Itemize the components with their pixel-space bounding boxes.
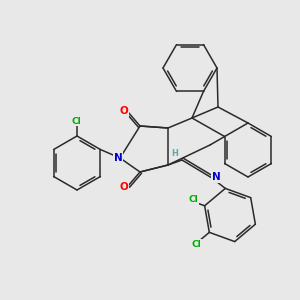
Text: O: O (120, 106, 128, 116)
Text: Cl: Cl (188, 195, 198, 204)
Text: Cl: Cl (192, 240, 202, 249)
Text: N: N (114, 153, 122, 163)
Text: H: H (172, 148, 178, 158)
Text: O: O (120, 182, 128, 192)
Text: N: N (212, 172, 220, 182)
Text: Cl: Cl (71, 116, 81, 125)
